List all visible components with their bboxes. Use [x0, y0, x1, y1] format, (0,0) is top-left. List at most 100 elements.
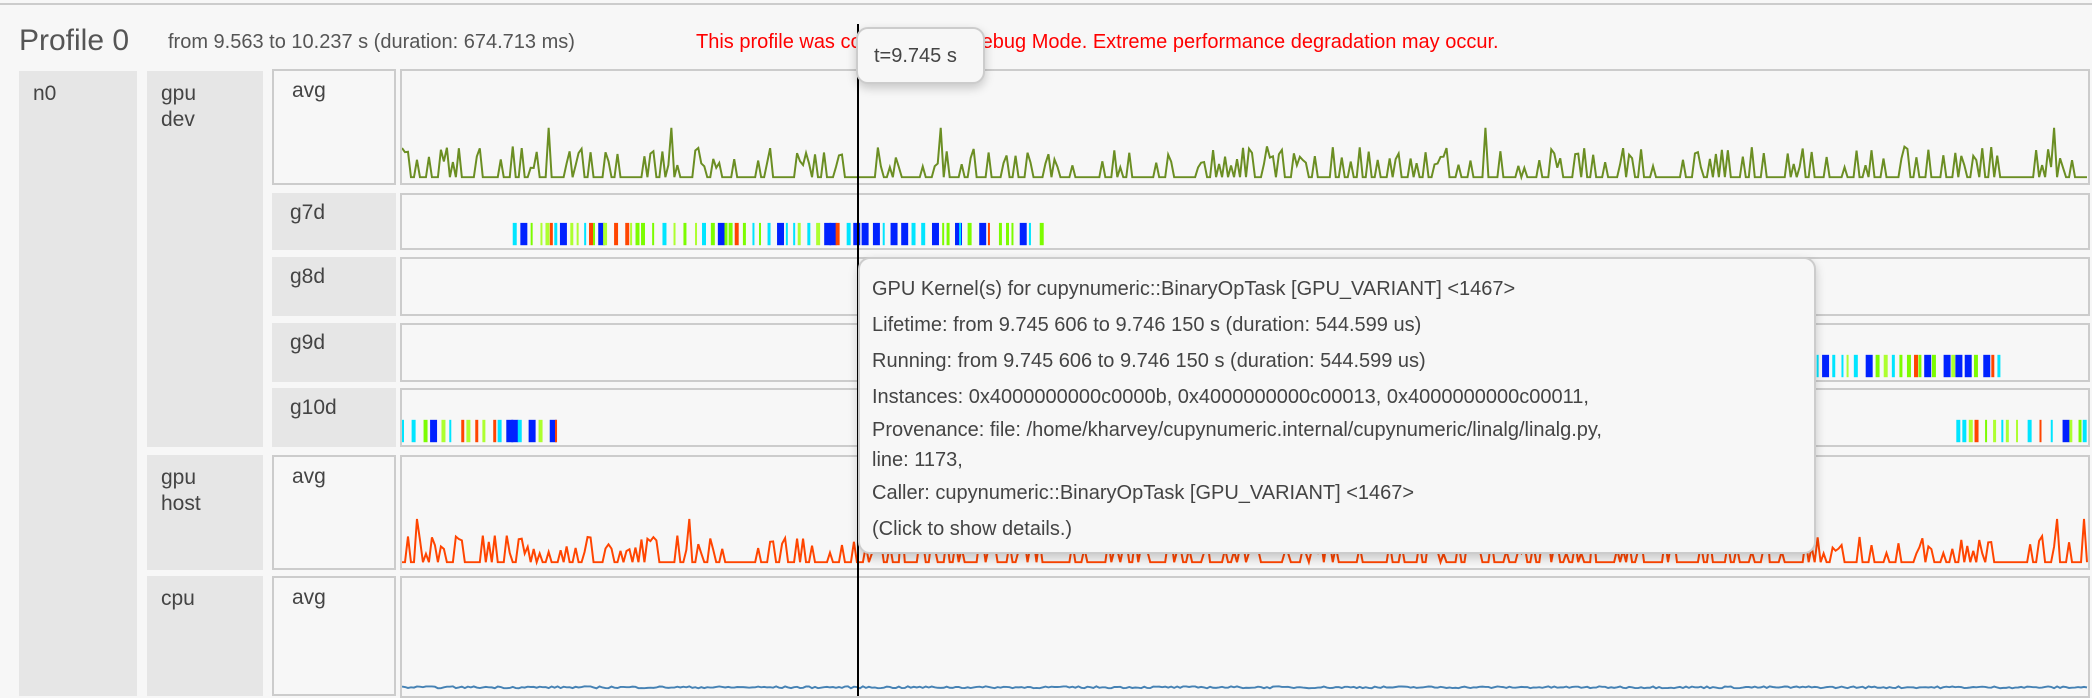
row-label-gpu-host-avg[interactable]: avg — [272, 455, 396, 570]
task-bar — [724, 222, 728, 246]
task-bar — [2005, 419, 2009, 443]
task-bar — [882, 222, 885, 246]
group-gpu-dev[interactable]: gpu dev — [147, 71, 263, 447]
task-bar — [1993, 419, 1997, 443]
task-bar — [759, 222, 761, 246]
task-bar — [1899, 354, 1903, 378]
task-bar — [1931, 354, 1936, 378]
row-label-g9d[interactable]: g9d — [272, 323, 396, 382]
task-bar — [861, 222, 869, 246]
task-bar — [603, 222, 608, 246]
task-bar — [816, 222, 821, 246]
task-bar — [901, 222, 909, 246]
task-bar — [520, 222, 528, 246]
task-bar — [1891, 354, 1895, 378]
profile-range: from 9.563 to 10.237 s (duration: 674.71… — [168, 31, 575, 53]
task-bar — [549, 222, 553, 246]
task-bar — [1822, 354, 1830, 378]
task-bar — [1019, 222, 1027, 246]
debug-warning: This profile was compiled with Debug Mod… — [696, 31, 1499, 53]
task-bar — [2078, 419, 2082, 443]
task-bar — [2016, 419, 2019, 443]
task-bar — [987, 222, 990, 246]
g7d-timeline[interactable] — [400, 193, 2090, 250]
task-bar — [1964, 354, 1972, 378]
task-bar — [1943, 354, 1951, 378]
task-bar — [1924, 354, 1932, 378]
gpu-dev-avg-plot[interactable] — [400, 69, 2090, 185]
task-bar — [921, 222, 926, 246]
task-bar — [1883, 354, 1888, 378]
task-bar — [441, 419, 446, 443]
task-bar — [1974, 419, 1979, 443]
task-bar — [1816, 354, 1819, 378]
row-label-g8d[interactable]: g8d — [272, 257, 396, 316]
task-bar — [1962, 419, 1967, 443]
task-bar — [475, 419, 479, 443]
task-bar — [752, 222, 755, 246]
group-gpu-host[interactable]: gpu host — [147, 455, 263, 570]
task-bar — [652, 222, 655, 246]
task-bar — [890, 222, 898, 246]
task-bar — [1865, 354, 1873, 378]
task-bar — [829, 222, 837, 246]
task-bar — [528, 419, 536, 443]
task-bar — [777, 222, 785, 246]
task-bar — [1918, 354, 1922, 378]
tooltip-provenance: Provenance: file: /home/kharvey/cupynume… — [872, 419, 1602, 441]
tooltip-running: Running: from 9.745 606 to 9.746 150 s (… — [872, 350, 1426, 372]
task-bar — [512, 222, 517, 246]
task-bar — [946, 222, 950, 246]
task-bar — [1914, 354, 1919, 378]
task-bar — [1983, 354, 1991, 378]
task-bar — [1853, 354, 1858, 378]
task-bar — [1011, 222, 1014, 246]
tooltip-provenance-line: line: 1173, — [872, 449, 963, 471]
task-tooltip: GPU Kernel(s) for cupynumeric::BinaryOpT… — [858, 257, 1816, 554]
task-bar — [785, 222, 788, 246]
task-bar — [641, 222, 646, 246]
tooltip-instances: Instances: 0x4000000000c0000b, 0x4000000… — [872, 386, 1589, 408]
task-bar — [959, 222, 962, 246]
task-bar — [570, 222, 574, 246]
task-bar — [717, 222, 725, 246]
row-label-g10d[interactable]: g10d — [272, 388, 396, 447]
task-bar — [793, 222, 796, 246]
task-bar — [538, 419, 543, 443]
task-bar — [734, 222, 739, 246]
task-bar — [461, 419, 465, 443]
task-bar — [1039, 222, 1044, 246]
task-bar — [2050, 419, 2053, 443]
node-label-n0[interactable]: n0 — [19, 71, 137, 696]
task-bar — [683, 222, 687, 246]
task-bar — [559, 222, 567, 246]
task-bar — [598, 222, 606, 246]
task-bar — [630, 222, 633, 246]
task-bar — [824, 222, 832, 246]
group-cpu[interactable]: cpu — [147, 576, 263, 696]
task-bar — [411, 419, 416, 443]
row-label-gpu-dev-avg[interactable]: avg — [272, 69, 396, 185]
task-bar — [554, 222, 558, 246]
task-bar — [797, 222, 801, 246]
task-bar — [584, 222, 587, 246]
task-bar — [2027, 419, 2032, 443]
task-bar — [702, 222, 707, 246]
cpu-avg-plot[interactable] — [400, 576, 2090, 698]
row-label-g7d[interactable]: g7d — [272, 193, 396, 250]
task-bar — [511, 419, 519, 443]
task-bar — [549, 419, 557, 443]
task-bar — [1991, 354, 1995, 378]
task-bar — [614, 222, 619, 246]
task-bar — [497, 419, 502, 443]
task-bar — [1973, 354, 1978, 378]
task-bar — [767, 222, 771, 246]
task-bar — [555, 419, 558, 443]
task-bar — [589, 222, 594, 246]
task-bar — [979, 222, 987, 246]
row-label-cpu-avg[interactable]: avg — [272, 576, 396, 696]
task-bar — [1832, 354, 1836, 378]
task-bar — [872, 222, 880, 246]
task-bar — [2062, 419, 2070, 443]
task-bar — [1955, 354, 1963, 378]
